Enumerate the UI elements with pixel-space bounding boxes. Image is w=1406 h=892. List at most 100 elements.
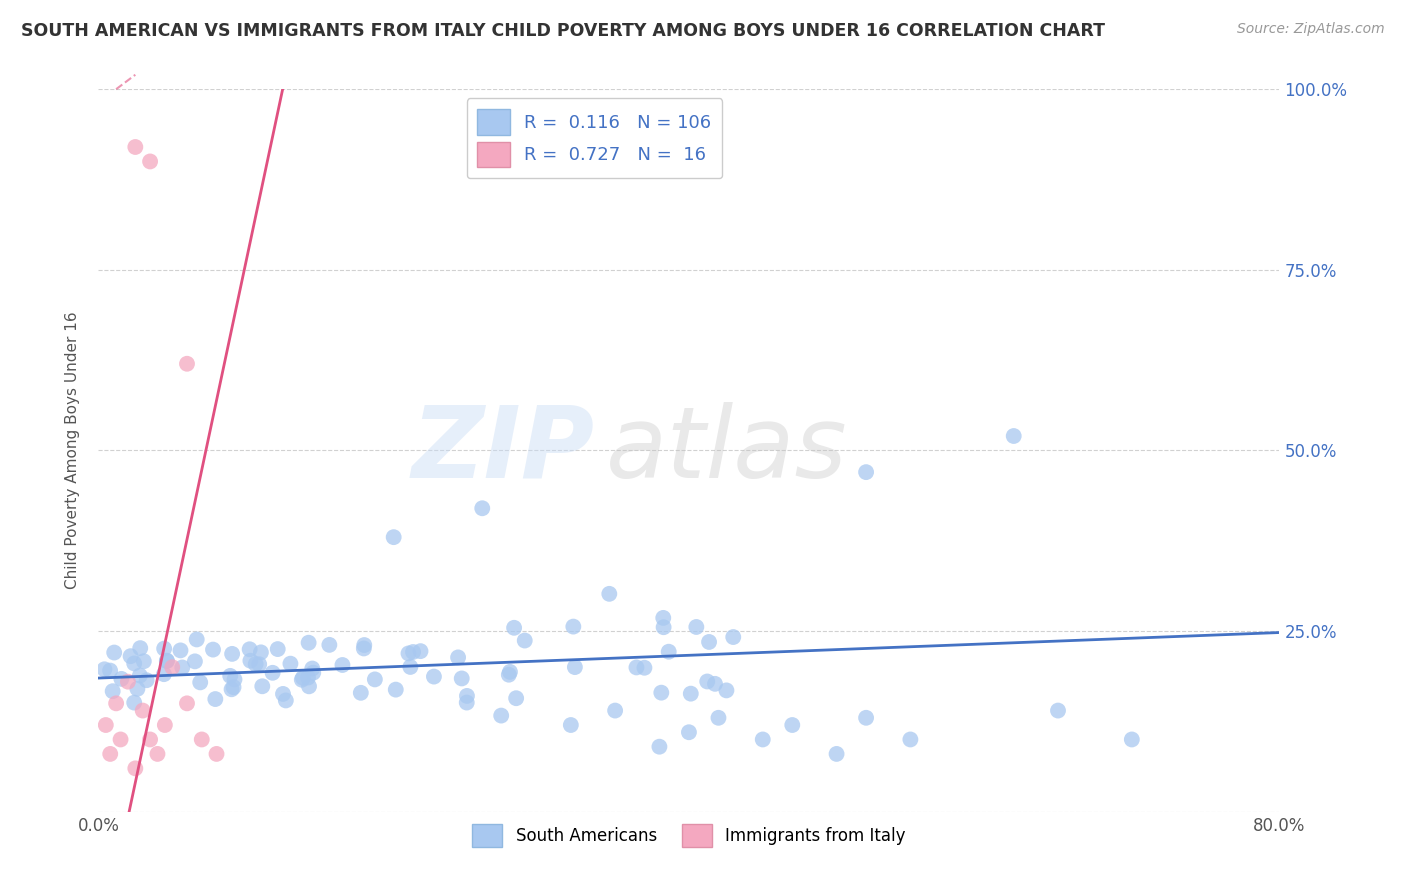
- Point: [162, 660, 183, 674]
- Point: [98, 747, 121, 761]
- Point: [685, 620, 707, 634]
- Point: [153, 667, 176, 681]
- Point: [302, 665, 325, 680]
- Point: [94, 718, 117, 732]
- Point: [498, 667, 520, 681]
- Point: [398, 647, 420, 661]
- Point: [105, 696, 128, 710]
- Point: [98, 664, 121, 678]
- Point: [262, 665, 284, 680]
- Point: [139, 154, 162, 169]
- Point: [900, 732, 922, 747]
- Point: [353, 641, 375, 656]
- Point: [132, 654, 155, 668]
- Point: [132, 704, 155, 718]
- Point: [707, 711, 730, 725]
- Text: SOUTH AMERICAN VS IMMIGRANTS FROM ITALY CHILD POVERTY AMONG BOYS UNDER 16 CORREL: SOUTH AMERICAN VS IMMIGRANTS FROM ITALY …: [21, 22, 1105, 40]
- Point: [124, 761, 146, 775]
- Point: [456, 689, 478, 703]
- Point: [124, 140, 146, 154]
- Point: [221, 647, 243, 661]
- Point: [247, 657, 270, 672]
- Point: [1121, 732, 1143, 747]
- Point: [204, 692, 226, 706]
- Point: [172, 660, 194, 674]
- Point: [382, 530, 405, 544]
- Point: [301, 661, 323, 675]
- Point: [298, 679, 321, 693]
- Point: [626, 660, 648, 674]
- Point: [513, 633, 536, 648]
- Point: [245, 657, 267, 672]
- Point: [1046, 704, 1070, 718]
- Point: [186, 632, 208, 647]
- Point: [122, 696, 145, 710]
- Point: [153, 641, 176, 656]
- Point: [503, 621, 526, 635]
- Point: [153, 718, 176, 732]
- Point: [679, 687, 702, 701]
- Point: [93, 662, 115, 676]
- Point: [1002, 429, 1025, 443]
- Point: [450, 672, 472, 686]
- Y-axis label: Child Poverty Among Boys Under 16: Child Poverty Among Boys Under 16: [65, 311, 80, 590]
- Point: [384, 682, 406, 697]
- Point: [135, 673, 157, 688]
- Point: [650, 686, 672, 700]
- Point: [110, 732, 132, 747]
- Point: [456, 696, 478, 710]
- Point: [191, 732, 214, 747]
- Text: atlas: atlas: [606, 402, 848, 499]
- Point: [291, 671, 314, 685]
- Point: [704, 677, 727, 691]
- Point: [274, 693, 297, 707]
- Point: [332, 658, 354, 673]
- Point: [139, 732, 162, 747]
- Point: [280, 657, 302, 671]
- Point: [205, 747, 228, 761]
- Point: [399, 660, 422, 674]
- Point: [239, 654, 262, 668]
- Point: [723, 630, 745, 644]
- Point: [696, 674, 718, 689]
- Point: [176, 357, 198, 371]
- Point: [110, 672, 132, 686]
- Point: [364, 673, 387, 687]
- Text: ZIP: ZIP: [412, 402, 595, 499]
- Point: [350, 686, 373, 700]
- Point: [855, 711, 877, 725]
- Point: [169, 643, 191, 657]
- Point: [752, 732, 775, 747]
- Point: [697, 635, 720, 649]
- Point: [188, 675, 211, 690]
- Point: [855, 465, 877, 479]
- Point: [156, 654, 179, 668]
- Point: [101, 684, 124, 698]
- Point: [202, 642, 225, 657]
- Point: [633, 661, 655, 675]
- Point: [103, 646, 125, 660]
- Point: [297, 671, 319, 685]
- Point: [267, 642, 290, 657]
- Point: [120, 649, 142, 664]
- Point: [239, 642, 262, 657]
- Point: [252, 679, 274, 693]
- Legend: South Americans, Immigrants from Italy: South Americans, Immigrants from Italy: [465, 817, 912, 854]
- Point: [271, 687, 294, 701]
- Point: [176, 696, 198, 710]
- Point: [658, 645, 681, 659]
- Point: [318, 638, 340, 652]
- Point: [652, 611, 675, 625]
- Point: [221, 682, 243, 697]
- Point: [560, 718, 582, 732]
- Point: [409, 644, 432, 658]
- Point: [129, 641, 152, 656]
- Point: [291, 673, 314, 687]
- Point: [224, 673, 246, 687]
- Point: [499, 665, 522, 679]
- Point: [250, 645, 273, 659]
- Point: [122, 657, 145, 671]
- Point: [505, 691, 527, 706]
- Text: Source: ZipAtlas.com: Source: ZipAtlas.com: [1237, 22, 1385, 37]
- Point: [146, 747, 169, 761]
